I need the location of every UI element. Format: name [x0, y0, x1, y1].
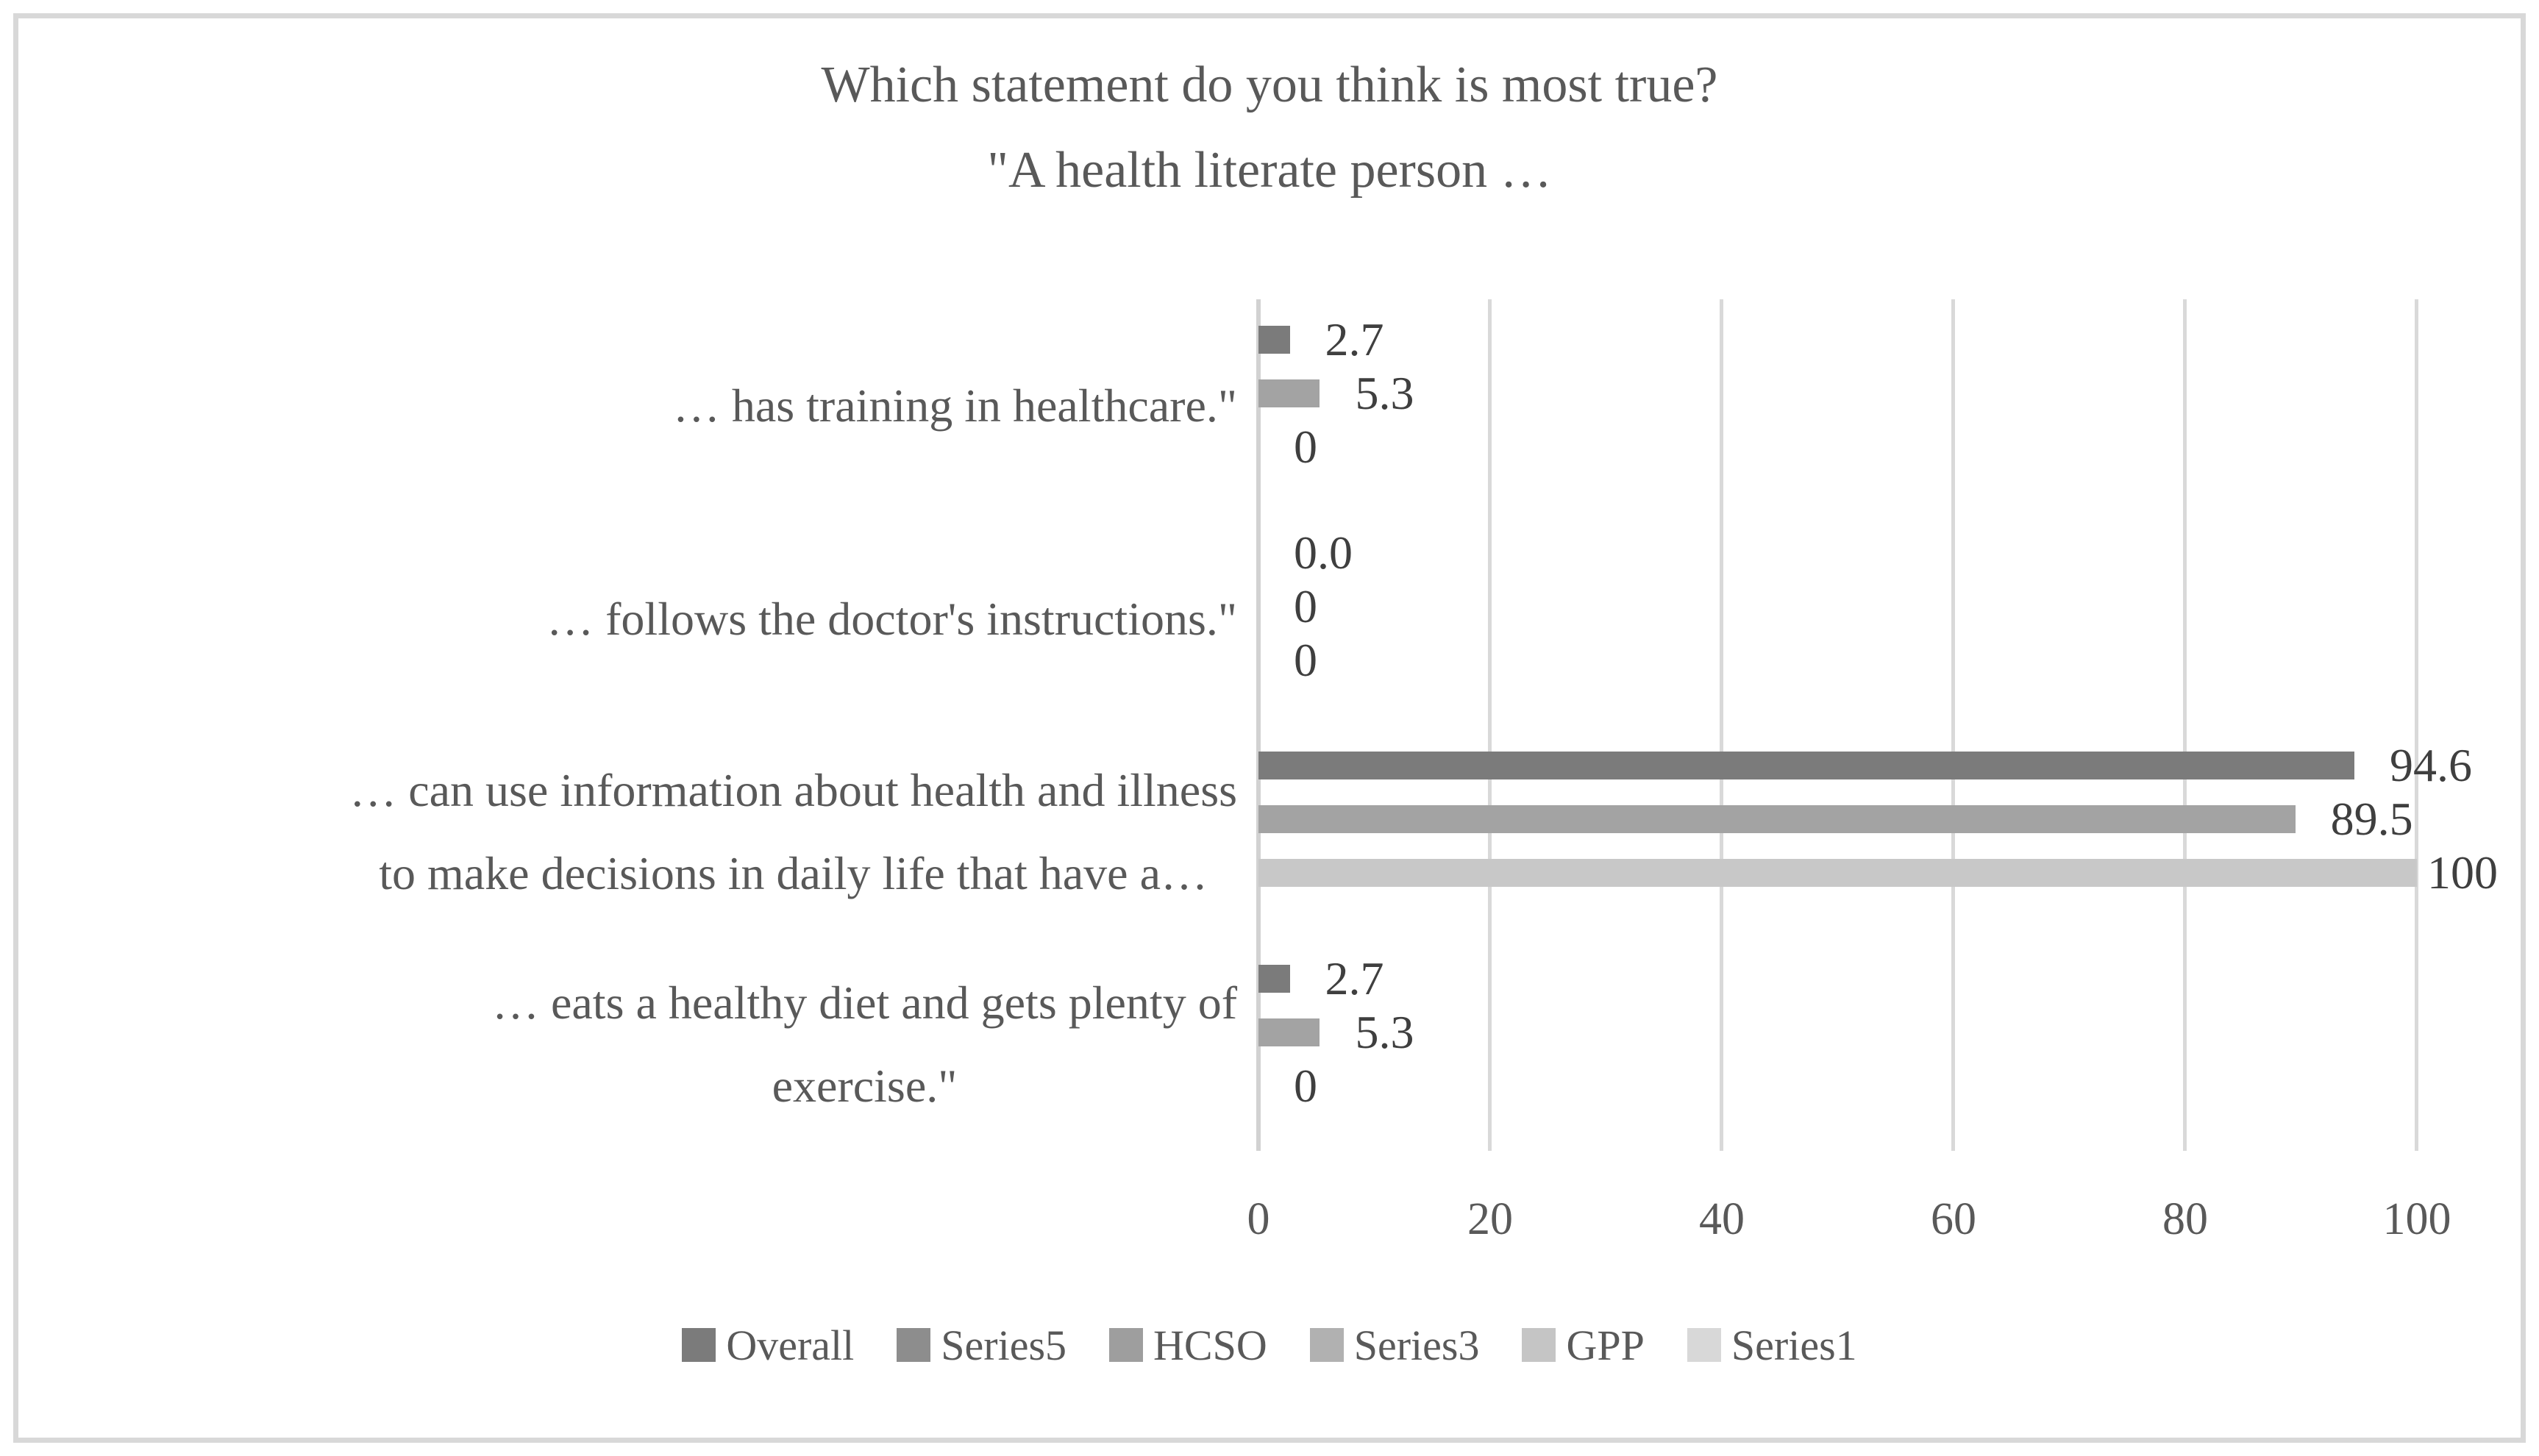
legend-swatch-icon: [1522, 1328, 1556, 1362]
bar-overall: [1258, 326, 1290, 354]
legend-item-series3: Series3: [1309, 1321, 1480, 1370]
legend-item-series1: Series1: [1687, 1321, 1857, 1370]
legend-label: Series5: [941, 1321, 1067, 1369]
legend-label: GPP: [1566, 1321, 1645, 1369]
category-label-line: … follows the doctor's instructions.": [546, 592, 1237, 645]
x-axis-tick-label: 20: [1467, 1194, 1513, 1244]
value-axis-line: [1256, 299, 1261, 1151]
chart-frame-border: [13, 13, 2526, 1443]
legend-item-hcso: HCSO: [1109, 1321, 1267, 1370]
chart-title-line1: Which statement do you think is most tru…: [821, 57, 1718, 113]
legend-item-overall: Overall: [682, 1321, 854, 1370]
data-label-gpp: 0: [1294, 1059, 1317, 1112]
legend-swatch-icon: [1687, 1328, 1721, 1362]
gridline: [2183, 299, 2187, 1151]
data-label-hcso: 5.3: [1355, 367, 1414, 419]
legend-label: Series1: [1731, 1321, 1857, 1369]
legend-swatch-icon: [897, 1328, 931, 1362]
category-label-line: … has training in healthcare.": [672, 379, 1237, 432]
category-label-line: exercise.": [772, 1060, 958, 1113]
data-label-overall: 94.6: [2389, 739, 2472, 791]
category-label: … eats a healthy diet and gets plenty of…: [492, 938, 1237, 1152]
bar-hcso: [1258, 1018, 1320, 1046]
category-label-line: … can use information about health and i…: [349, 763, 1237, 816]
legend-swatch-icon: [1109, 1328, 1144, 1362]
data-label-gpp: 0: [1294, 633, 1317, 686]
gridline: [2415, 299, 2418, 1151]
data-label-gpp: 0: [1294, 421, 1317, 473]
legend-label: HCSO: [1153, 1321, 1267, 1369]
gridline: [1488, 299, 1492, 1151]
bar-overall: [1258, 752, 2354, 779]
x-axis-tick-label: 40: [1699, 1194, 1745, 1244]
gridline: [1720, 299, 1723, 1151]
legend-swatch-icon: [682, 1328, 716, 1362]
bar-overall: [1258, 964, 1290, 993]
legend-label: Overall: [726, 1321, 855, 1369]
x-axis-tick-label: 0: [1247, 1194, 1270, 1244]
legend-item-gpp: GPP: [1522, 1321, 1645, 1370]
chart-title: Which statement do you think is most tru…: [0, 43, 2539, 213]
data-label-hcso: 0: [1294, 579, 1317, 632]
legend-label: Series3: [1353, 1321, 1480, 1369]
legend: Overall Series5 HCSO Series3 GPP Series1: [0, 1313, 2539, 1377]
data-label-hcso: 89.5: [2330, 793, 2413, 845]
category-label: … has training in healthcare.": [673, 299, 1237, 513]
data-label-gpp: 100: [2427, 846, 2498, 899]
x-axis-tick-label: 60: [1931, 1194, 1976, 1244]
data-label-hcso: 5.3: [1355, 1005, 1414, 1058]
legend-swatch-icon: [1309, 1328, 1344, 1362]
x-axis-tick-label: 100: [2382, 1194, 2451, 1244]
bar-gpp: [1258, 859, 2417, 887]
data-label-overall: 0.0: [1294, 526, 1353, 579]
bar-hcso: [1258, 379, 1320, 407]
category-label-line: to make decisions in daily life that hav…: [379, 846, 1208, 899]
category-label-line: … eats a healthy diet and gets plenty of: [491, 977, 1237, 1029]
category-label: … follows the doctor's instructions.": [546, 513, 1237, 726]
bar-hcso: [1258, 805, 2296, 833]
data-label-overall: 2.7: [1325, 952, 1384, 1004]
data-label-overall: 2.7: [1325, 313, 1384, 365]
legend-item-series5: Series5: [897, 1321, 1066, 1370]
chart-title-line2: "A health literate person …: [987, 142, 1552, 199]
category-label: … can use information about health and i…: [349, 725, 1237, 938]
x-axis-tick-label: 80: [2162, 1194, 2208, 1244]
gridline: [1951, 299, 1955, 1151]
